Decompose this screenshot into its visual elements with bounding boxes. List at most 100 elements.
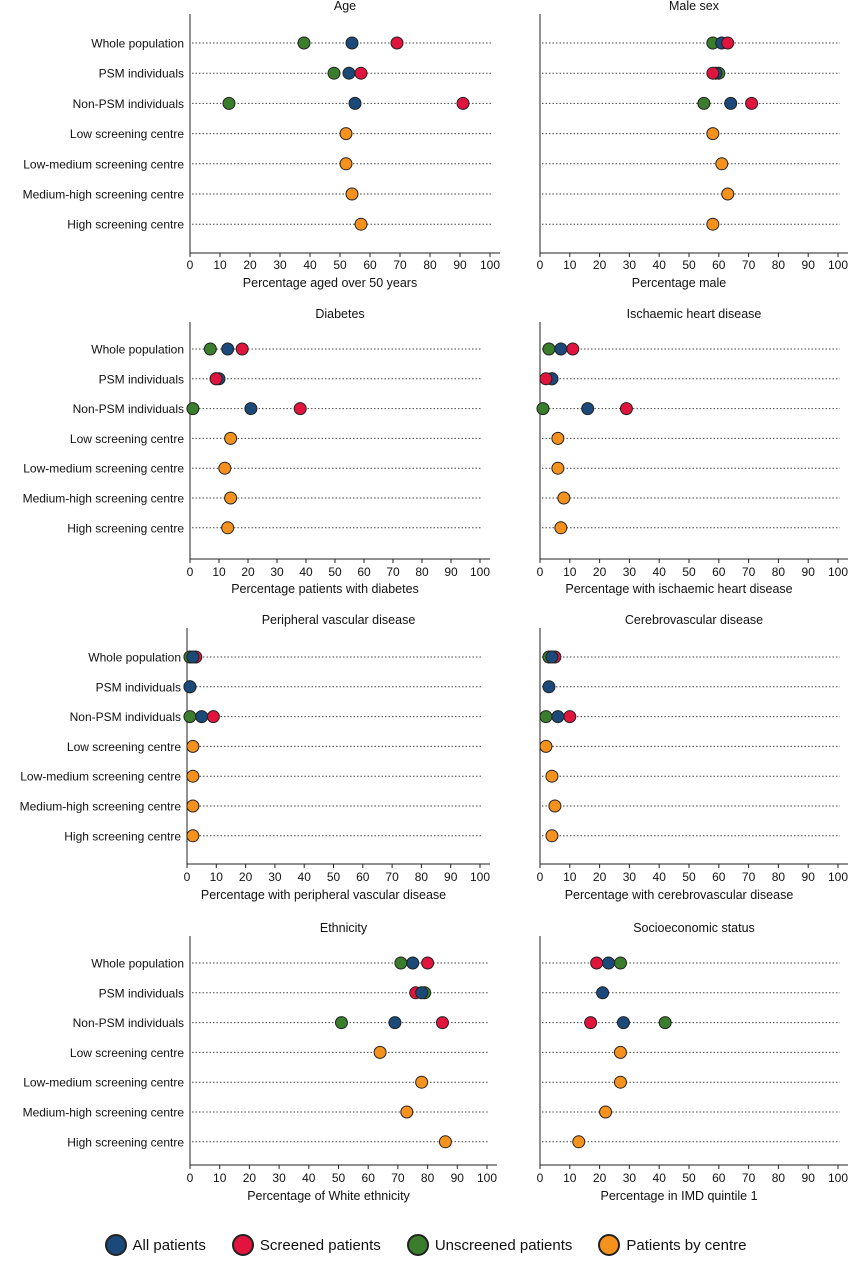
x-tick-label: 20 bbox=[593, 870, 607, 884]
x-tick-label: 100 bbox=[470, 565, 490, 579]
x-tick-label: 80 bbox=[772, 1171, 786, 1185]
dot-unscreened-non-psm-individuals bbox=[334, 1016, 348, 1030]
panel-ethnicity: Ethnicity 0 10 20 30 40 50 60 70 80 90 100 Percentag… bbox=[23, 921, 498, 1203]
x-tick-label: 100 bbox=[470, 870, 490, 884]
panel-title: Socioeconomic status bbox=[633, 921, 755, 935]
x-tick-label: 0 bbox=[537, 870, 544, 884]
dot-screened-non-psm-individuals bbox=[584, 1016, 598, 1030]
x-tick-label: 80 bbox=[772, 258, 786, 272]
x-tick-label: 50 bbox=[682, 258, 696, 272]
x-tick-label: 40 bbox=[653, 565, 667, 579]
x-tick-label: 20 bbox=[593, 258, 607, 272]
x-tick-label: 90 bbox=[444, 870, 458, 884]
dot-centre-low-medium-screening-centre bbox=[613, 1075, 627, 1089]
dot-all-whole-population bbox=[602, 956, 616, 970]
panel-diabetes: Diabetes 0 10 20 30 40 50 60 70 80 90 100 Percentage… bbox=[23, 307, 491, 596]
legend-label-centre: Patients by centre bbox=[626, 1236, 747, 1254]
x-tick-label: 10 bbox=[212, 565, 226, 579]
dot-unscreened-non-psm-individuals bbox=[186, 402, 200, 416]
x-tick-label: 30 bbox=[623, 1171, 637, 1185]
dot-centre-low-screening-centre bbox=[186, 739, 200, 753]
panel-title: Ischaemic heart disease bbox=[627, 307, 762, 321]
x-tick-label: 80 bbox=[421, 1171, 435, 1185]
x-tick-label: 0 bbox=[537, 565, 544, 579]
x-tick-label: 60 bbox=[356, 870, 370, 884]
dot-screened-non-psm-individuals bbox=[206, 710, 220, 724]
category-label-high-screening-centre: High screening centre bbox=[64, 829, 181, 843]
category-label-non-psm-individuals: Non-PSM individuals bbox=[73, 97, 184, 111]
x-axis-label: Percentage male bbox=[632, 276, 727, 290]
x-tick-label: 20 bbox=[243, 1171, 257, 1185]
dot-centre-low-screening-centre bbox=[706, 127, 720, 141]
dot-centre-low-medium-screening-centre bbox=[218, 461, 232, 475]
x-tick-label: 10 bbox=[210, 870, 224, 884]
x-tick-label: 20 bbox=[239, 870, 253, 884]
x-tick-label: 90 bbox=[453, 258, 467, 272]
dot-unscreened-non-psm-individuals bbox=[539, 710, 553, 724]
dot-unscreened-whole-population bbox=[297, 36, 311, 50]
panel-title: Diabetes bbox=[315, 307, 364, 321]
dot-centre-medium-high-screening-centre bbox=[186, 799, 200, 813]
x-tick-label: 70 bbox=[393, 258, 407, 272]
category-label-non-psm-individuals: Non-PSM individuals bbox=[70, 710, 181, 724]
dot-all-whole-population bbox=[406, 956, 420, 970]
category-label-psm-individuals: PSM individuals bbox=[99, 986, 184, 1000]
dot-all-non-psm-individuals bbox=[581, 402, 595, 416]
x-tick-label: 30 bbox=[268, 870, 282, 884]
x-tick-label: 30 bbox=[623, 258, 637, 272]
legend-item-screened: Screened patients bbox=[231, 1234, 381, 1256]
dot-screened-whole-population bbox=[721, 36, 735, 50]
dot-screened-whole-population bbox=[235, 342, 249, 356]
x-tick-label: 10 bbox=[563, 870, 577, 884]
dot-screened-non-psm-individuals bbox=[619, 402, 633, 416]
x-tick-label: 0 bbox=[537, 258, 544, 272]
x-tick-label: 20 bbox=[241, 565, 255, 579]
dot-all-non-psm-individuals bbox=[616, 1016, 630, 1030]
x-tick-label: 40 bbox=[653, 1171, 667, 1185]
dot-centre-low-medium-screening-centre bbox=[551, 461, 565, 475]
x-tick-label: 10 bbox=[213, 1171, 227, 1185]
dot-centre-medium-high-screening-centre bbox=[224, 491, 238, 505]
category-label-whole-population: Whole population bbox=[91, 957, 184, 971]
category-label-high-screening-centre: High screening centre bbox=[67, 1135, 184, 1149]
dot-centre-high-screening-centre bbox=[186, 829, 200, 843]
x-tick-label: 70 bbox=[385, 870, 399, 884]
x-tick-label: 20 bbox=[243, 258, 257, 272]
dot-centre-medium-high-screening-centre bbox=[599, 1105, 613, 1119]
dot-unscreened-whole-population bbox=[203, 342, 217, 356]
category-label-low-screening-centre: Low screening centre bbox=[70, 127, 184, 141]
dot-centre-low-screening-centre bbox=[224, 431, 238, 445]
category-label-whole-population: Whole population bbox=[91, 343, 184, 357]
dot-centre-high-screening-centre bbox=[545, 829, 559, 843]
category-label-medium-high-screening-centre: Medium-high screening centre bbox=[23, 492, 185, 506]
dot-all-non-psm-individuals bbox=[551, 710, 565, 724]
x-tick-label: 100 bbox=[828, 565, 848, 579]
category-label-non-psm-individuals: Non-PSM individuals bbox=[73, 1016, 184, 1030]
dot-centre-low-medium-screening-centre bbox=[715, 157, 729, 171]
x-tick-label: 40 bbox=[299, 565, 313, 579]
dot-unscreened-non-psm-individuals bbox=[183, 710, 197, 724]
category-label-low-medium-screening-centre: Low-medium screening centre bbox=[23, 1076, 184, 1090]
dot-screened-non-psm-individuals bbox=[563, 710, 577, 724]
panel-socioeconomic-status: Socioeconomic status 0 10 20 30 40 50 60 70 80 90 1… bbox=[537, 921, 849, 1203]
dot-screened-non-psm-individuals bbox=[745, 96, 759, 110]
x-tick-label: 90 bbox=[444, 565, 458, 579]
dot-all-non-psm-individuals bbox=[724, 96, 738, 110]
x-tick-label: 40 bbox=[653, 258, 667, 272]
dot-all-psm-individuals bbox=[542, 680, 556, 694]
dot-centre-low-medium-screening-centre bbox=[415, 1075, 429, 1089]
x-tick-label: 40 bbox=[303, 258, 317, 272]
dot-centre-low-screening-centre bbox=[613, 1045, 627, 1059]
x-axis-label: Percentage with cerebrovascular disease bbox=[565, 888, 794, 902]
x-tick-label: 50 bbox=[682, 1171, 696, 1185]
legend-swatch-screened bbox=[231, 1234, 254, 1256]
panel-age: Age 0 10 20 30 40 50 60 70 80 90 100 Percentage aged… bbox=[23, 0, 501, 290]
x-tick-label: 50 bbox=[682, 870, 696, 884]
x-tick-label: 80 bbox=[415, 870, 429, 884]
legend-item-all: All patients bbox=[104, 1234, 206, 1256]
x-tick-label: 0 bbox=[187, 258, 194, 272]
x-tick-label: 60 bbox=[357, 565, 371, 579]
x-tick-label: 90 bbox=[802, 870, 816, 884]
dot-screened-non-psm-individuals bbox=[456, 96, 470, 110]
